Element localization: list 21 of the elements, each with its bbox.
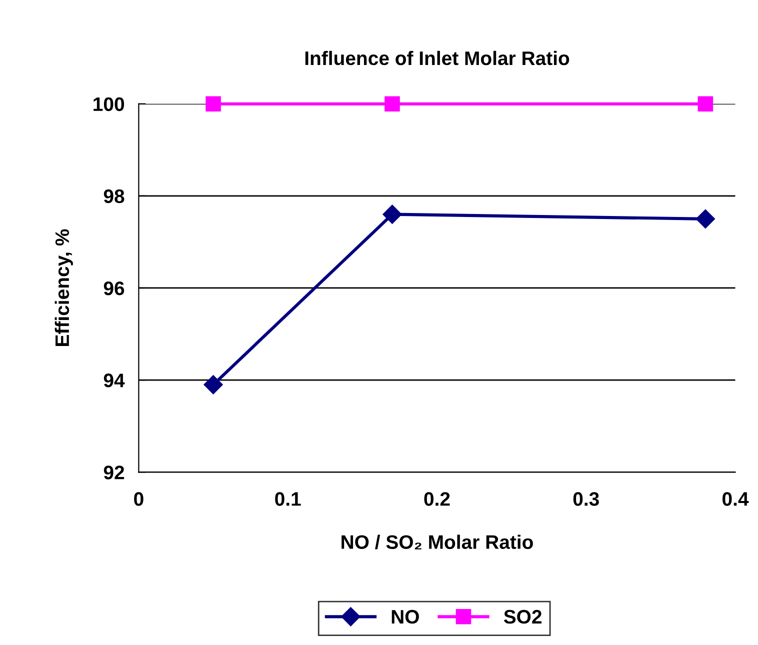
x-tick-label: 0.1	[275, 492, 301, 506]
x-tick-label: 0.4	[722, 492, 749, 506]
point	[384, 96, 400, 112]
y-axis-title: Efficiency, %	[54, 229, 73, 346]
y-tick-label: 96	[104, 281, 124, 296]
point	[696, 209, 715, 228]
y-tick-label: 92	[104, 466, 124, 480]
x-axis-title: NO / SO₂ Molar Ratio	[342, 534, 533, 550]
chart-title: Influence of Inlet Molar Ratio	[305, 50, 570, 66]
point	[206, 96, 221, 112]
point	[382, 204, 402, 224]
x-tick-label: 0	[134, 492, 144, 506]
point	[698, 96, 714, 112]
legend-label: SO2	[504, 610, 542, 624]
x-tick-label: 0.2	[424, 492, 450, 506]
x-tick-label: 0.3	[573, 492, 599, 506]
point	[204, 375, 223, 394]
y-tick-label: 94	[104, 374, 125, 388]
legend-label: NO	[392, 610, 419, 624]
y-tick-label: 100	[94, 97, 124, 112]
y-tick-label: 98	[104, 189, 124, 204]
